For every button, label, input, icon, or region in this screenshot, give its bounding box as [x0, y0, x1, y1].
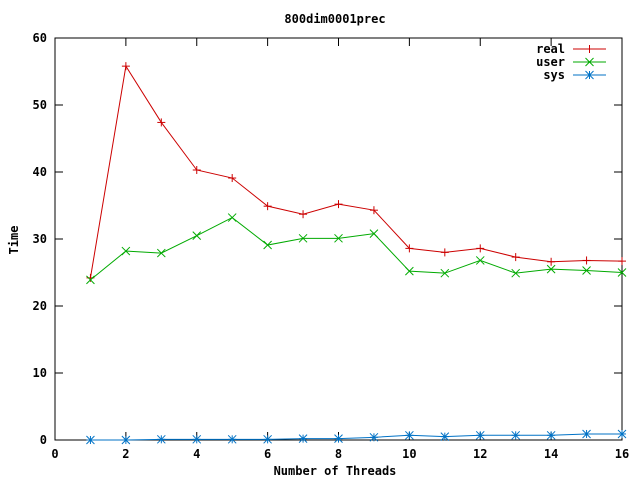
point-sys: [405, 430, 414, 440]
point-sys: [511, 430, 521, 440]
point-real: [405, 244, 414, 253]
point-real: [228, 174, 237, 183]
point-sys: [86, 435, 95, 445]
x-tick-label: 4: [193, 447, 200, 461]
y-tick-label: 20: [33, 299, 47, 313]
y-tick-label: 0: [40, 433, 47, 447]
series-line-sys: [90, 433, 622, 441]
series-line-user: [90, 216, 623, 281]
y-tick-label: 50: [33, 98, 47, 112]
point-user: [617, 268, 627, 277]
x-tick-label: 6: [264, 447, 271, 461]
point-real: [192, 165, 201, 174]
legend-label-real: real: [536, 42, 565, 56]
point-real: [511, 253, 520, 262]
point-user: [511, 268, 521, 278]
legend-marker-sys: [585, 70, 594, 80]
point-real: [440, 248, 449, 257]
point-user: [298, 233, 308, 243]
x-tick-label: 8: [335, 447, 342, 461]
point-real: [369, 206, 378, 215]
x-tick-label: 2: [122, 447, 129, 461]
x-tick-label: 14: [544, 447, 558, 461]
point-sys: [156, 434, 166, 444]
legend-label-user: user: [536, 55, 565, 69]
legend-marker-user: [585, 57, 594, 67]
point-real: [263, 202, 272, 211]
point-sys: [369, 432, 379, 442]
point-user: [440, 268, 450, 278]
point-user: [369, 229, 379, 238]
point-real: [334, 200, 343, 209]
legend-marker-real: [585, 45, 594, 53]
y-tick-label: 60: [33, 31, 47, 45]
point-user: [86, 275, 95, 285]
point-sys: [263, 434, 272, 444]
x-axis-label: Number of Threads: [274, 464, 397, 478]
point-real: [121, 62, 130, 71]
point-real: [476, 244, 485, 253]
point-user: [546, 264, 556, 274]
y-tick-label: 40: [33, 165, 47, 179]
point-sys: [546, 430, 556, 440]
point-sys: [334, 434, 343, 444]
point-user: [121, 246, 131, 256]
legend-label-sys: sys: [543, 68, 565, 82]
x-tick-label: 0: [51, 447, 58, 461]
point-real: [547, 257, 556, 266]
point-user: [227, 213, 237, 222]
x-tick-label: 12: [473, 447, 487, 461]
point-real: [618, 257, 626, 266]
point-real: [157, 118, 166, 127]
x-tick-label: 16: [615, 447, 629, 461]
point-real: [299, 210, 308, 219]
point-user: [405, 266, 414, 276]
point-user: [263, 240, 272, 250]
y-tick-label: 30: [33, 232, 47, 246]
y-axis-label: Time: [7, 226, 21, 255]
point-sys: [617, 429, 627, 439]
point-user: [192, 231, 202, 241]
point-sys: [440, 432, 450, 442]
point-sys: [227, 434, 237, 444]
point-sys: [298, 434, 308, 444]
chart-title: 800dim0001prec: [284, 12, 385, 26]
point-user: [475, 256, 485, 265]
point-sys: [475, 430, 485, 440]
point-real: [582, 256, 591, 265]
point-user: [334, 233, 343, 243]
point-sys: [121, 435, 131, 445]
point-sys: [192, 434, 202, 444]
point-user: [582, 266, 591, 275]
y-tick-label: 10: [33, 366, 47, 380]
point-sys: [582, 429, 591, 439]
point-user: [156, 248, 166, 258]
series-line-real: [89, 64, 623, 278]
x-tick-label: 10: [402, 447, 416, 461]
